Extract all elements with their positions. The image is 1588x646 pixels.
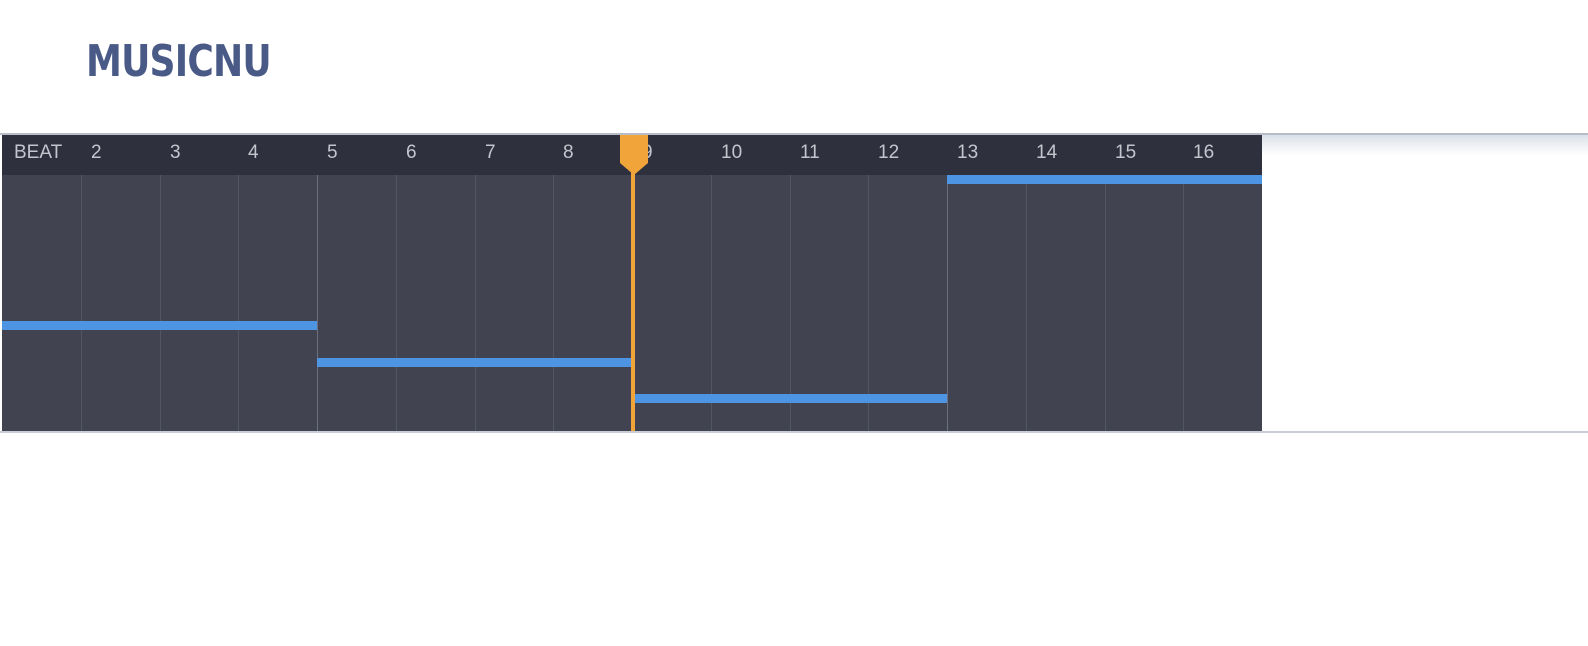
beat-gridline xyxy=(81,135,82,431)
playhead-handle[interactable] xyxy=(620,135,648,175)
beat-number-label: 13 xyxy=(957,142,979,163)
beat-gridline xyxy=(1183,135,1184,431)
playhead-line xyxy=(631,135,635,431)
note-bar[interactable] xyxy=(2,321,317,330)
beat-number-label: 3 xyxy=(170,142,181,163)
app-logo: MUSICNU xyxy=(86,36,272,87)
beat-number-label: 4 xyxy=(248,142,259,163)
beat-gridline xyxy=(1105,135,1106,431)
beat-number-label: 11 xyxy=(800,142,820,163)
beat-number-label: 12 xyxy=(878,142,900,163)
beat-number-label: 10 xyxy=(721,142,743,163)
beat-number-label: 6 xyxy=(406,142,417,163)
beat-gridline xyxy=(868,135,869,431)
beat-gridline xyxy=(238,135,239,431)
beat-gridline xyxy=(1026,135,1027,431)
beat-gridline xyxy=(396,135,397,431)
note-bar[interactable] xyxy=(947,175,1262,184)
beat-gridline xyxy=(160,135,161,431)
beat-number-label: 7 xyxy=(485,142,496,163)
note-bar[interactable] xyxy=(317,358,632,367)
beat-gridline xyxy=(947,135,948,431)
bottom-divider xyxy=(0,431,1588,433)
beat-number-label: 8 xyxy=(563,142,574,163)
beat-number-label: 5 xyxy=(327,142,338,163)
beat-gridline xyxy=(711,135,712,431)
header-shadow xyxy=(1262,135,1588,155)
beat-gridline xyxy=(553,135,554,431)
beat-gridline xyxy=(475,135,476,431)
beat-number-label: 14 xyxy=(1036,142,1058,163)
beat-number-label: 2 xyxy=(91,142,102,163)
beat-gridline xyxy=(790,135,791,431)
beat-number-label: 16 xyxy=(1193,142,1215,163)
top-divider xyxy=(0,133,1588,135)
note-bar[interactable] xyxy=(632,394,947,403)
beat-header-label: BEAT xyxy=(14,142,63,163)
beat-number-label: 15 xyxy=(1115,142,1137,163)
beat-gridline xyxy=(317,135,318,431)
